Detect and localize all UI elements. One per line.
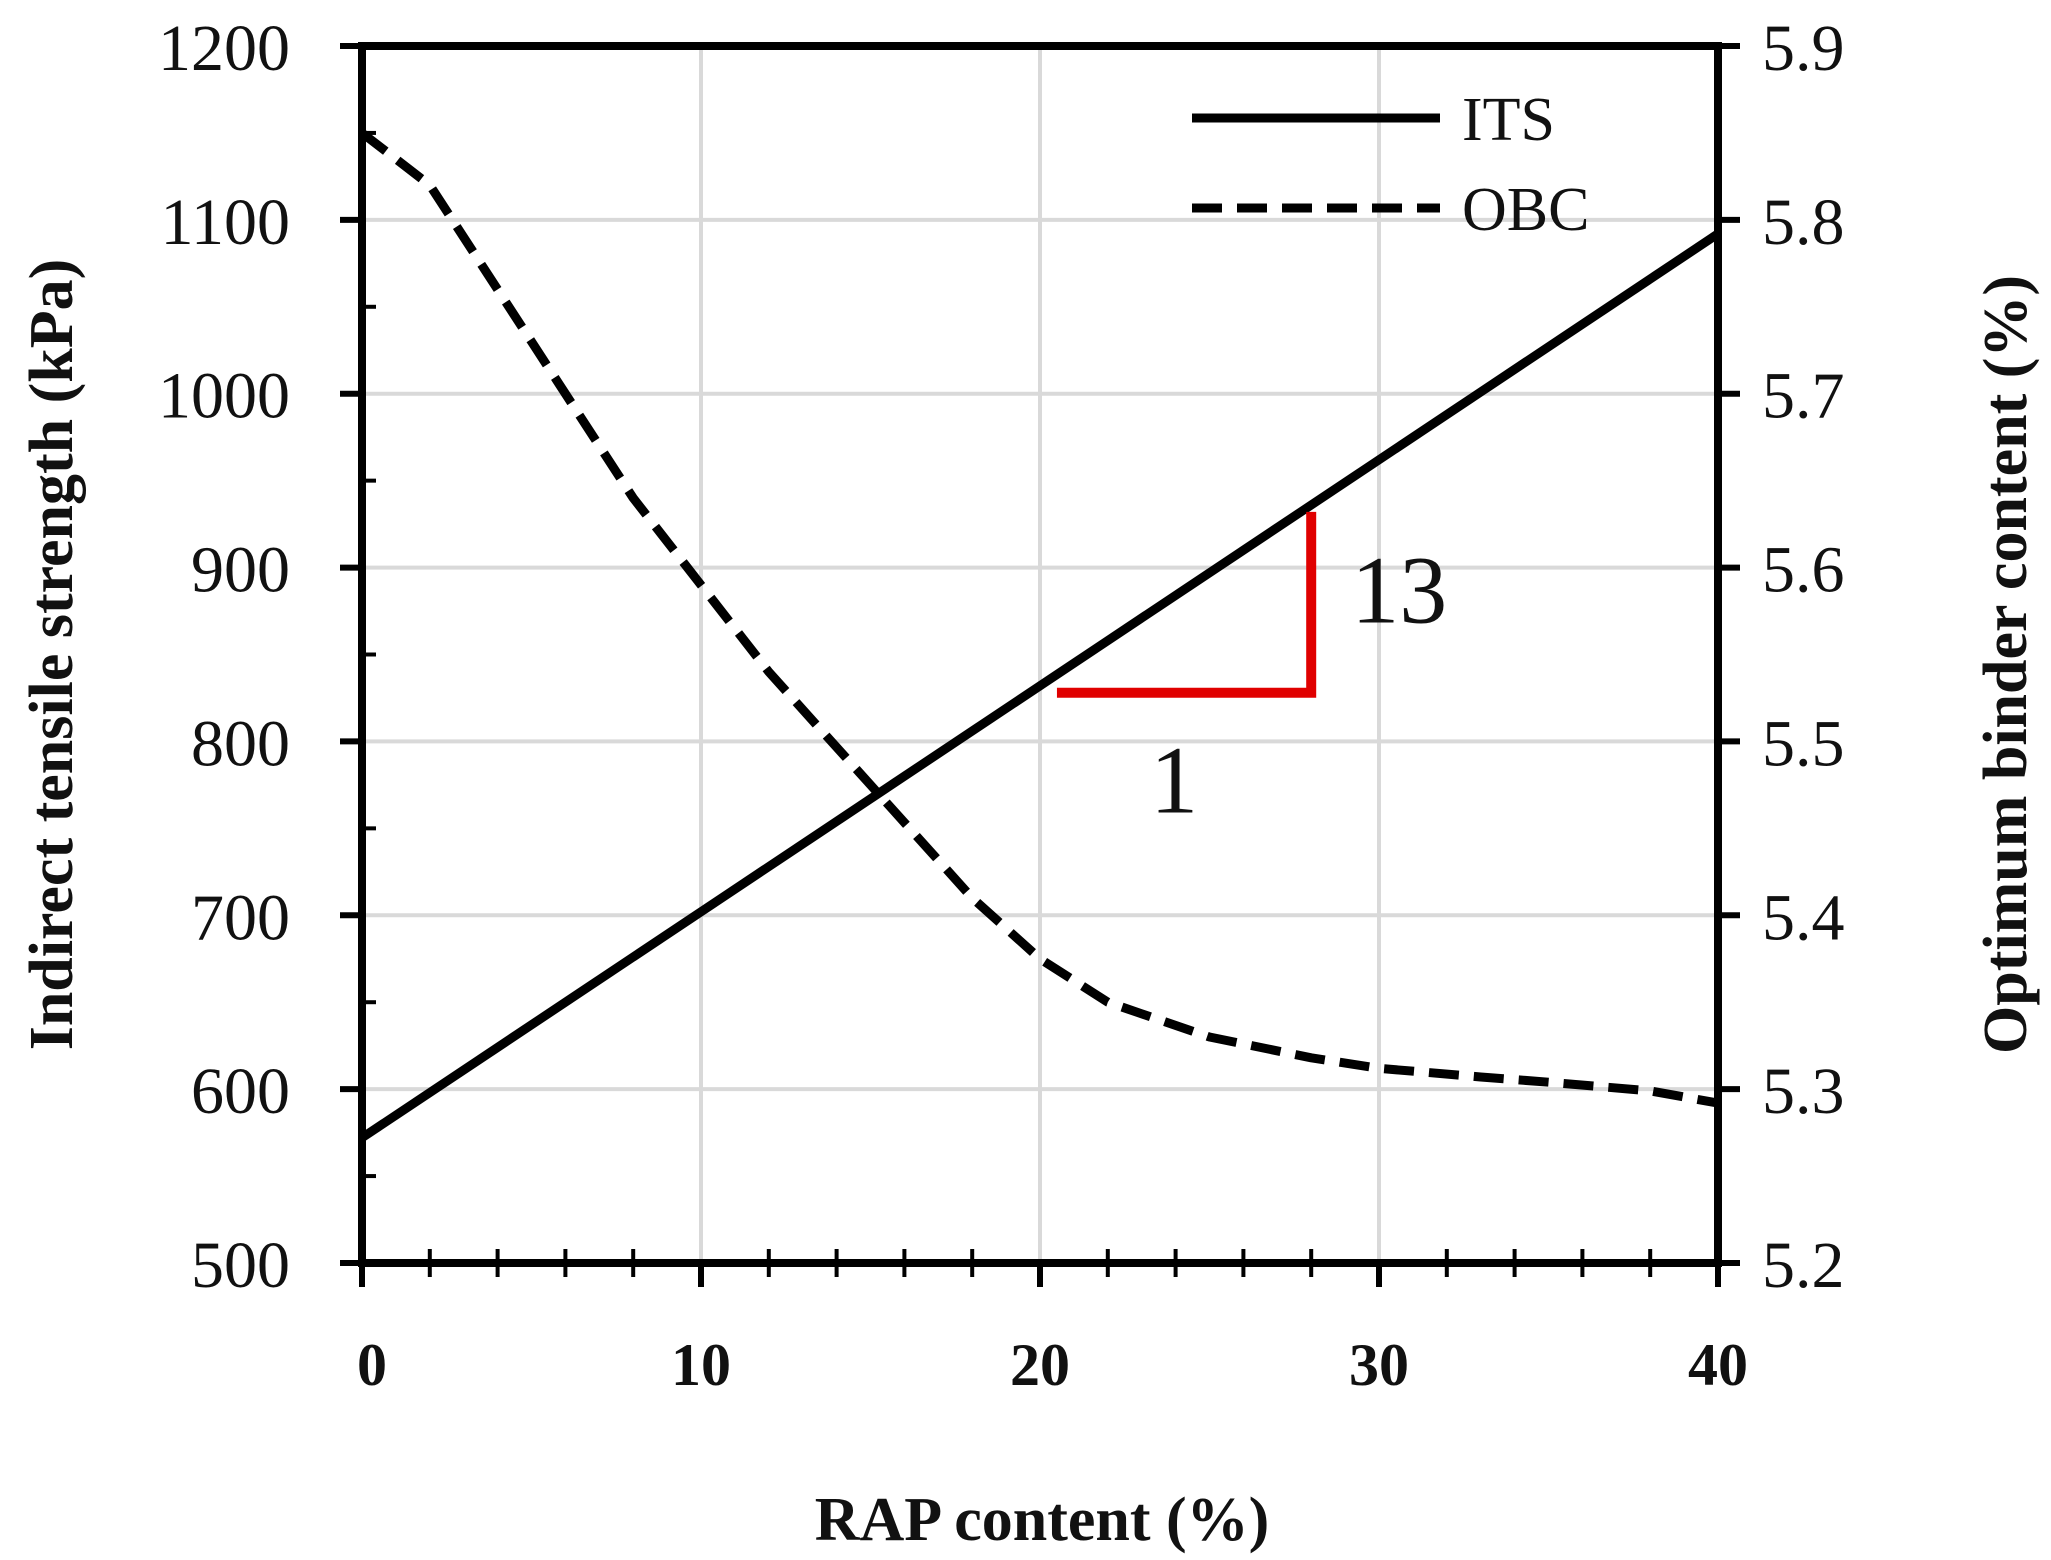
y-right-tick-label: 5.8 (1762, 186, 1845, 259)
y-left-tick-label: 1100 (160, 186, 290, 259)
legend-label-obc: OBC (1462, 176, 1589, 244)
y-axis-left-title: Indirect tensile strength (kPa) (18, 259, 86, 1051)
y-right-tick-label: 5.3 (1762, 1055, 1845, 1128)
y-left-tick-label: 1200 (158, 12, 290, 85)
x-tick-label: 30 (1349, 1332, 1409, 1398)
y-right-tick-label: 5.2 (1762, 1229, 1845, 1302)
x-tick-label: 10 (671, 1332, 731, 1398)
annotation-layer: 1 13 (1056, 511, 1447, 834)
y-right-tick-label: 5.4 (1762, 881, 1845, 954)
y-right-tick-label: 5.5 (1762, 707, 1845, 780)
y-axis-right-title: Optimum binder content (%) (1972, 275, 2040, 1054)
y-right-tick-label: 5.7 (1762, 360, 1845, 433)
x-tick-label: 20 (1010, 1332, 1070, 1398)
y-right-tick-label: 5.6 (1762, 534, 1845, 607)
slope-triangle (1056, 511, 1317, 698)
y-left-tick-label: 800 (191, 707, 290, 780)
series-layer (359, 129, 1721, 1142)
y-left-tick-label: 900 (191, 534, 290, 607)
series-line-obc (359, 129, 1719, 1108)
legend-label-its: ITS (1462, 86, 1555, 154)
x-axis-title: RAP content (%) (815, 1486, 1270, 1554)
labels: 0 10 20 30 40 500 600 700 800 900 1000 1100 1200 5.2 5… (158, 12, 1845, 1398)
legend: ITS OBC (1192, 86, 1589, 244)
y-left-tick-label: 600 (191, 1055, 290, 1128)
y-right-tick-label: 5.9 (1762, 12, 1845, 85)
slope-run-label: 1 (1150, 727, 1198, 834)
series-line-its (359, 230, 1721, 1142)
y-left-tick-label: 700 (191, 881, 290, 954)
x-tick-label: 0 (357, 1332, 387, 1398)
grid (362, 46, 1718, 1263)
y-left-tick-label: 1000 (158, 360, 290, 433)
slope-rise-label: 13 (1351, 536, 1447, 643)
plot-frame (358, 42, 1722, 1267)
x-tick-label: 40 (1688, 1332, 1748, 1398)
y-left-tick-label: 500 (191, 1229, 290, 1302)
